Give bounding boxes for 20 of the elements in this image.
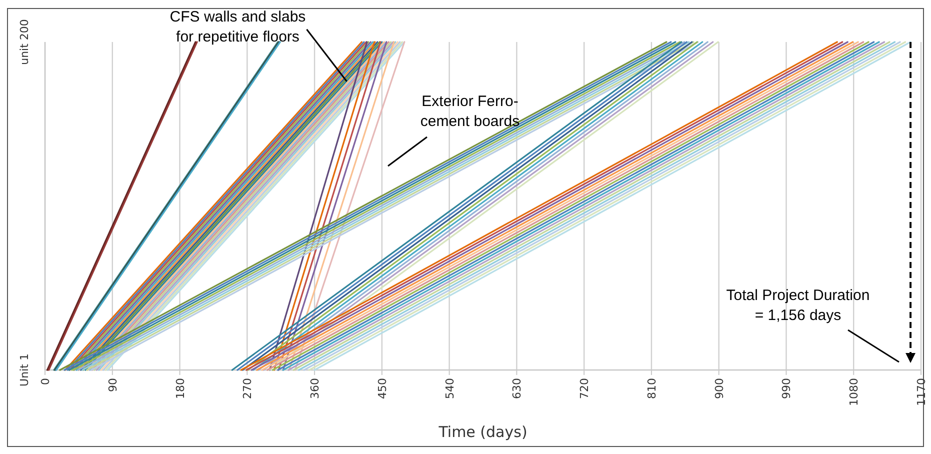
x-tick-label: 90 [106,378,120,392]
x-tick-label: 0 [39,378,52,385]
x-tick-label: 1080 [848,378,861,406]
text: unit 200 [18,19,31,65]
x-tick-label: 1170 [915,378,928,406]
x-tick-label: 720 [578,378,592,399]
x-axis-title: Time (days) [438,423,528,441]
x-tick-label: 540 [443,378,456,399]
x-tick-label: 360 [308,378,322,399]
x-tick-label: 180 [174,378,187,399]
annotation: Exterior Ferro- cement boards [420,93,520,130]
x-tick-label: 450 [376,378,389,399]
x-tick-label: 810 [645,378,658,399]
annotation: Total Project Duration = 1,156 days [726,287,870,324]
x-tick-label: 630 [510,378,524,399]
text: Unit 1 [18,354,31,386]
x-tick-label: 270 [241,378,254,399]
annotation: CFS walls and slabs for repetitive floors [170,8,306,46]
x-tick-label: 990 [780,378,794,399]
x-tick-label: 900 [712,378,726,399]
